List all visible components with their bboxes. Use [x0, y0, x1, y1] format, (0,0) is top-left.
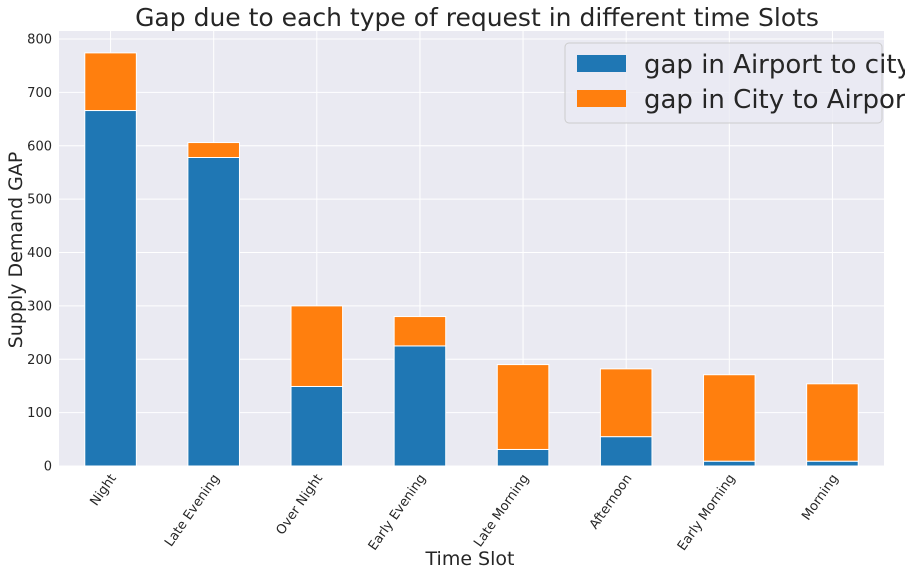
legend-swatch-airport-to-city: [577, 55, 626, 72]
y-tick-label: 0: [44, 460, 52, 475]
x-tick-label: Early Morning: [675, 472, 739, 554]
x-tick-label: Morning: [799, 472, 841, 524]
y-tick-label: 400: [27, 246, 52, 261]
bar-city-to-airport: [290, 305, 344, 387]
chart-title: Gap due to each type of request in diffe…: [135, 3, 819, 32]
x-tick-label: Afternoon: [587, 472, 636, 533]
x-axis-label: Time Slot: [425, 548, 515, 570]
legend-swatch-city-to-airport: [577, 90, 626, 107]
bar-city-to-airport: [187, 142, 240, 158]
x-tick-label: Late Evening: [162, 472, 223, 550]
y-tick-label: 300: [27, 299, 52, 314]
y-axis-ticks: 0 100 200 300 400 500 600 700 800: [27, 33, 52, 475]
x-tick-label: Night: [88, 472, 120, 509]
y-tick-label: 600: [27, 139, 52, 154]
bar-city-to-airport: [599, 368, 653, 438]
legend: gap in Airport to city gap in City to Ai…: [564, 42, 905, 124]
bar-city-to-airport: [84, 52, 137, 112]
bar-airport-to-city: [496, 448, 550, 467]
x-tick-label: Late Morning: [471, 472, 532, 550]
x-tick-label: Over Night: [273, 472, 326, 538]
bar-airport-to-city: [703, 460, 756, 467]
bars: [84, 52, 859, 467]
y-tick-label: 700: [27, 86, 52, 101]
bar-airport-to-city: [393, 345, 447, 467]
bar-city-to-airport: [496, 364, 550, 450]
bar-airport-to-city: [806, 460, 859, 467]
x-axis-ticks: Night Late Evening Over Night Early Evening…: [88, 472, 842, 554]
legend-label-city-to-airport: gap in City to Airport: [644, 85, 905, 115]
y-axis-label: Supply Demand GAP: [5, 152, 27, 349]
x-tick-label: Early Evening: [366, 472, 429, 554]
y-tick-label: 500: [27, 193, 52, 208]
y-tick-label: 200: [27, 353, 52, 368]
y-tick-label: 800: [27, 33, 52, 48]
bar-airport-to-city: [290, 385, 344, 467]
bar-airport-to-city: [599, 436, 653, 467]
bar-airport-to-city: [84, 110, 137, 467]
bar-city-to-airport: [393, 316, 447, 347]
bar-city-to-airport: [703, 374, 756, 462]
bar-city-to-airport: [806, 383, 859, 462]
y-tick-label: 100: [27, 406, 52, 421]
bar-airport-to-city: [187, 156, 240, 467]
legend-box: [564, 42, 883, 124]
legend-label-airport-to-city: gap in Airport to city: [644, 50, 905, 80]
